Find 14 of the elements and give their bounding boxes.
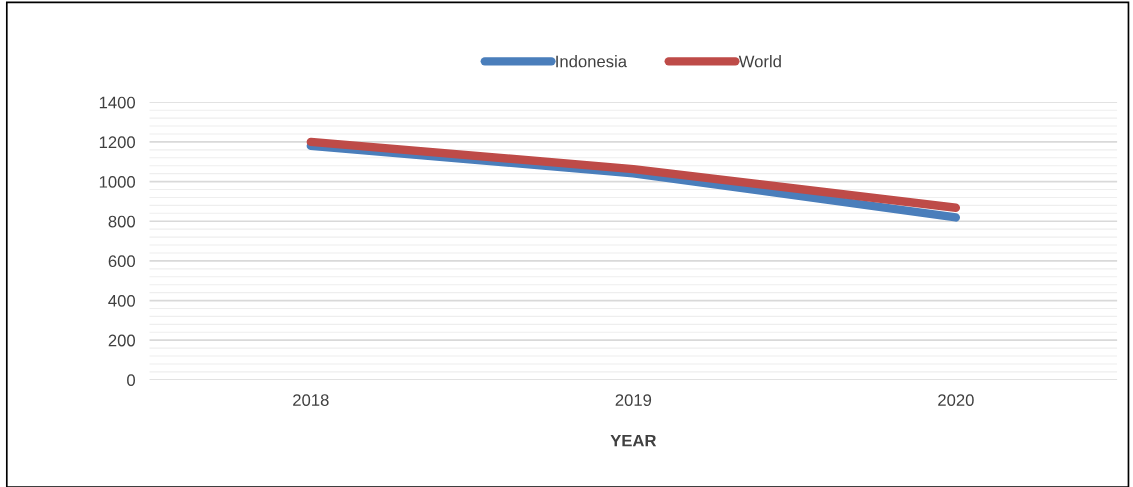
y-tick-label: 800: [108, 215, 136, 228]
x-tick-label: 2019: [615, 394, 652, 406]
legend-label: Indonesia: [556, 55, 628, 68]
legend-label: World: [738, 55, 781, 68]
x-axis-title: YEAR: [610, 434, 657, 447]
y-tick-label: 400: [108, 294, 136, 307]
y-tick-label: 600: [108, 255, 136, 268]
y-tick-label: 200: [108, 334, 136, 347]
y-tick-label: 1400: [99, 96, 136, 109]
x-tick-label: 2020: [938, 394, 974, 406]
y-tick-label: 1000: [99, 175, 136, 188]
y-tick-label: 0: [127, 374, 136, 387]
y-tick-label: 1200: [99, 136, 136, 149]
x-tick-label: 2018: [293, 394, 329, 406]
